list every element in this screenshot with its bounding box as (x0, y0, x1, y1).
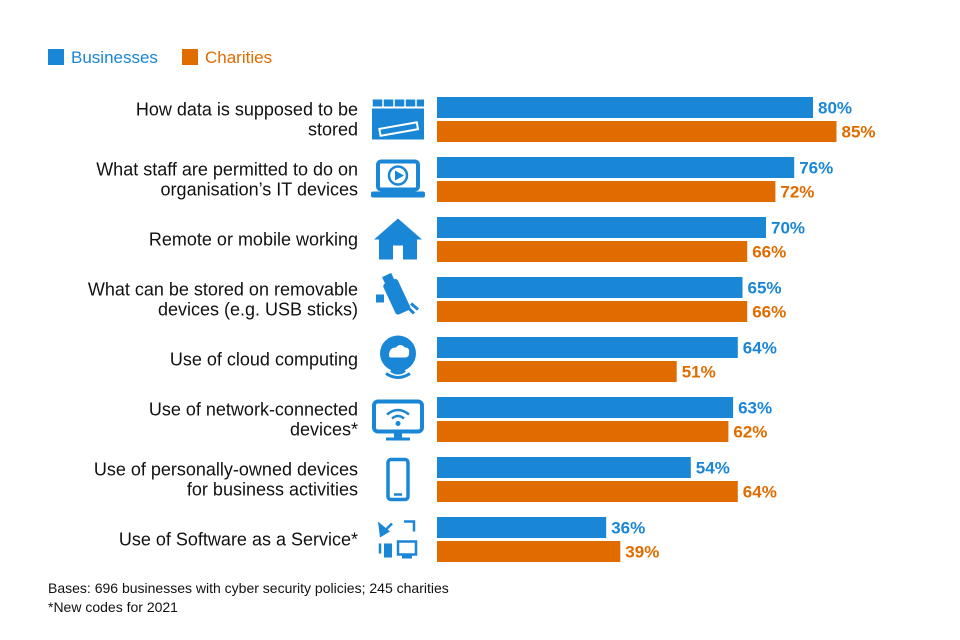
category-label-2-0: Remote or mobile working (149, 230, 358, 250)
category-label-0-0: How data is supposed to be (136, 100, 358, 120)
confidential-folder-icon (371, 99, 424, 140)
bar-0-0 (437, 97, 813, 118)
category-icons (371, 99, 425, 559)
bar-0-6 (437, 457, 691, 478)
cloud-wifi-icon (380, 335, 416, 379)
value-label-1-7: 39% (625, 543, 659, 562)
category-label-0-1: stored (308, 120, 358, 140)
category-label-4-0: Use of cloud computing (170, 350, 358, 370)
category-label-1-0: What staff are permitted to do on (96, 160, 358, 180)
bar-0-1 (437, 157, 795, 178)
bar-1-2 (437, 241, 748, 262)
bar-1-4 (437, 361, 677, 382)
value-label-0-1: 76% (799, 159, 833, 178)
value-label-0-4: 64% (743, 339, 777, 358)
category-label-3-1: devices (e.g. USB sticks) (158, 300, 358, 320)
bar-1-7 (437, 541, 621, 562)
wifi-monitor-icon (372, 399, 424, 441)
satellite-devices-icon (378, 520, 418, 559)
value-label-0-0: 80% (818, 99, 852, 118)
legend-label-0: Businesses (71, 48, 158, 67)
legend-swatch-1 (182, 49, 198, 65)
value-label-0-3: 65% (748, 279, 782, 298)
legend-swatch-0 (48, 49, 64, 65)
bar-0-4 (437, 337, 738, 358)
value-label-1-0: 85% (842, 123, 876, 142)
usb-stick-icon (376, 272, 419, 315)
laptop-video-icon (371, 159, 425, 198)
value-label-1-1: 72% (780, 183, 814, 202)
legend-label-1: Charities (205, 48, 272, 67)
value-label-0-7: 36% (611, 519, 645, 538)
bar-1-3 (437, 301, 748, 322)
value-label-0-2: 70% (771, 219, 805, 238)
category-label-5-1: devices* (290, 420, 358, 440)
bar-0-2 (437, 217, 766, 238)
bar-1-5 (437, 421, 729, 442)
value-label-0-5: 63% (738, 399, 772, 418)
value-label-0-6: 54% (696, 459, 730, 478)
category-label-1-1: organisation’s IT devices (161, 180, 358, 200)
house-icon (374, 218, 422, 260)
bases-note: Bases: 696 businesses with cyber securit… (48, 580, 449, 596)
category-label-7-0: Use of Software as a Service* (119, 530, 358, 550)
value-label-1-3: 66% (752, 303, 786, 322)
bar-0-7 (437, 517, 607, 538)
bar-1-0 (437, 121, 837, 142)
smartphone-icon (386, 457, 410, 502)
category-label-6-0: Use of personally-owned devices (94, 460, 358, 480)
value-label-1-6: 64% (743, 483, 777, 502)
category-label-6-1: for business activities (187, 480, 358, 500)
new-codes-note: *New codes for 2021 (48, 599, 178, 615)
bar-0-3 (437, 277, 743, 298)
bar-1-1 (437, 181, 776, 202)
bar-1-6 (437, 481, 738, 502)
value-label-1-2: 66% (752, 243, 786, 262)
value-label-1-4: 51% (682, 363, 716, 382)
category-label-5-0: Use of network-connected (149, 400, 358, 420)
value-label-1-5: 62% (733, 423, 767, 442)
bar-0-5 (437, 397, 734, 418)
category-label-3-0: What can be stored on removable (88, 280, 358, 300)
bars: 80% 85% 76% 72% 70% 66% 65% 66% 64% 51% 63% 62%54% 6… (437, 97, 876, 562)
legend: Businesses Charities (48, 48, 272, 67)
